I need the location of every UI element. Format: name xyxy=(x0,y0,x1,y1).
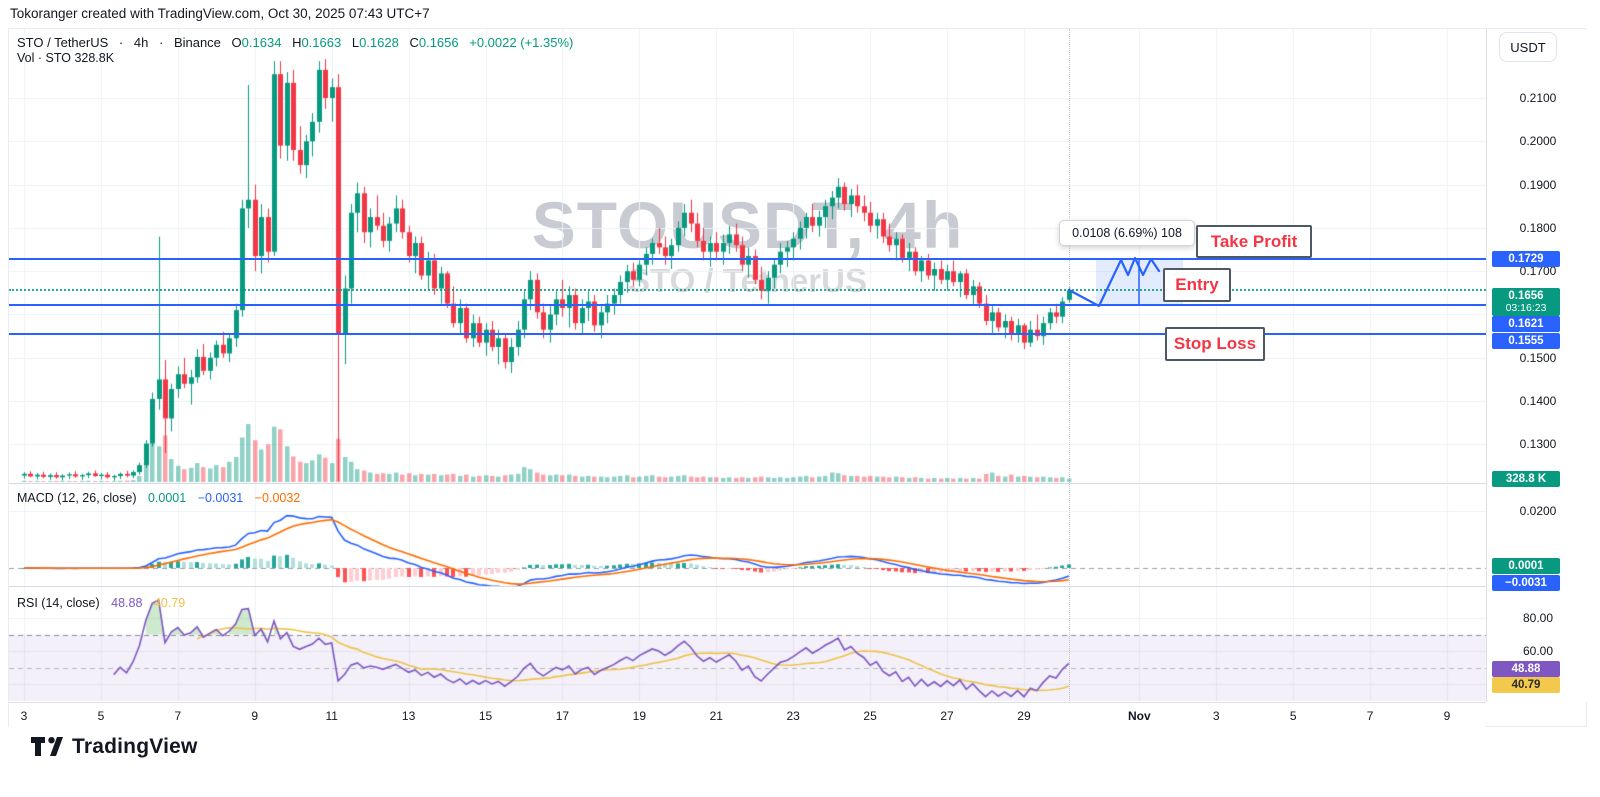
take-profit-line[interactable] xyxy=(9,257,1486,260)
time-tick: 3 xyxy=(20,709,28,723)
time-tick: 13 xyxy=(401,709,416,723)
price-tick: 0.1900 xyxy=(1519,177,1557,192)
axis-chip-tp: 0.1729 xyxy=(1492,250,1560,267)
price-tick: 0.2000 xyxy=(1519,134,1557,149)
open-label: O xyxy=(231,35,242,50)
time-tick: Nov xyxy=(1127,709,1151,723)
price-tick: 0.0200 xyxy=(1519,504,1557,518)
rsi-value: 48.88 xyxy=(111,596,143,610)
price-tick: 0.2100 xyxy=(1519,91,1557,105)
time-tick: 23 xyxy=(786,709,800,723)
price-axis[interactable]: USDT 0.2100 0.2000 0.1900 0.1800 0.1700 0.150… xyxy=(1486,29,1589,702)
chart-canvas[interactable] xyxy=(9,29,1486,701)
time-tick: 3 xyxy=(1212,709,1220,723)
measure-tooltip-text: 0.0108 (6.69%) 108 xyxy=(1072,226,1182,240)
time-tick: 11 xyxy=(325,709,338,723)
stop-loss-label[interactable]: Stop Loss xyxy=(1165,327,1265,361)
time-tick: 7 xyxy=(174,709,182,723)
pane-separator[interactable] xyxy=(9,586,1486,587)
price-tick: 80.00 xyxy=(1522,611,1554,625)
low-value: 0.1628 xyxy=(359,35,399,50)
price-tick: 0.1300 xyxy=(1519,437,1557,452)
take-profit-label[interactable]: Take Profit xyxy=(1196,225,1312,258)
chart-frame: STOUSDT, 4h STO / TetherUS STO / TetherU… xyxy=(8,28,1589,729)
rsi-ma-value: 40.79 xyxy=(153,596,186,610)
exchange-label: Binance xyxy=(173,35,221,50)
price-tick: 0.1400 xyxy=(1519,394,1557,409)
tradingview-brand-text: TradingView xyxy=(72,735,198,758)
time-tick: 9 xyxy=(1443,709,1451,723)
high-label: H xyxy=(292,35,302,50)
volume-label: Vol · STO xyxy=(17,51,71,65)
volume-legend[interactable]: Vol · STO 328.8K xyxy=(17,51,114,65)
low-label: L xyxy=(351,35,360,50)
axis-chip-macd-hist: 0.0001 xyxy=(1492,558,1560,574)
time-tick: 5 xyxy=(1289,709,1297,723)
time-tick: 29 xyxy=(1017,709,1031,723)
stop-loss-line[interactable] xyxy=(9,332,1486,335)
open-value: 0.1634 xyxy=(241,35,282,50)
macd-line-value: −0.0031 xyxy=(197,491,244,505)
price-tick: 0.1800 xyxy=(1519,220,1557,235)
legend-separator: · xyxy=(118,35,124,50)
entry-text: Entry xyxy=(1175,275,1219,294)
currency-toggle-button[interactable]: USDT xyxy=(1499,32,1557,62)
axis-chip-current: 0.1656 03:16:23 xyxy=(1492,288,1560,317)
time-tick: 9 xyxy=(251,709,259,723)
macd-indicator-legend[interactable]: MACD (12, 26, close) 0.0001 −0.0031 −0.0… xyxy=(17,491,300,505)
interval-label[interactable]: 4h xyxy=(133,35,149,50)
time-tick: 25 xyxy=(863,709,877,723)
close-label: C xyxy=(409,35,419,50)
time-tick: 5 xyxy=(97,709,105,723)
current-price-line xyxy=(9,289,1486,292)
time-tick: 17 xyxy=(555,709,570,723)
macd-title[interactable]: MACD (12, 26, close) xyxy=(17,491,137,505)
entry-label[interactable]: Entry xyxy=(1163,268,1231,302)
last-bar-vline xyxy=(1069,29,1070,701)
time-tick: 19 xyxy=(632,709,647,723)
take-profit-text: Take Profit xyxy=(1210,231,1298,251)
axis-chip-rsi-ma: 40.79 xyxy=(1492,677,1560,693)
change-value: +0.0022 (+1.35%) xyxy=(469,35,574,50)
price-tick: 0.1700 xyxy=(1519,264,1557,279)
symbol-title[interactable]: STO / TetherUS xyxy=(17,35,109,50)
axis-chip-entry: 0.1621 xyxy=(1492,316,1560,332)
price-tick: 60.00 xyxy=(1522,644,1554,659)
macd-signal-value: −0.0032 xyxy=(254,491,301,505)
tradingview-footer[interactable]: TradingView xyxy=(30,735,198,759)
entry-line[interactable] xyxy=(9,304,1486,307)
axis-chip-rsi: 48.88 xyxy=(1492,661,1560,677)
time-tick: 27 xyxy=(940,709,954,723)
currency-label: USDT xyxy=(1510,39,1546,55)
legend-separator: · xyxy=(158,35,164,50)
volume-value: 328.8K xyxy=(74,51,115,65)
attribution-text: Tokoranger created with TradingView.com,… xyxy=(10,6,430,21)
price-tick: 0.1500 xyxy=(1519,350,1557,365)
rsi-indicator-legend[interactable]: RSI (14, close) 48.88 40.79 xyxy=(17,596,185,610)
axis-chip-macd-line: −0.0031 xyxy=(1492,575,1560,591)
ohlc-legend[interactable]: STO / TetherUS · 4h · Binance O0.1634 H0… xyxy=(17,35,573,50)
pane-separator[interactable] xyxy=(9,483,1486,484)
close-value: 0.1656 xyxy=(418,35,459,50)
high-value: 0.1663 xyxy=(301,35,342,50)
time-tick: 15 xyxy=(478,709,493,723)
time-tick: 7 xyxy=(1366,709,1374,723)
axis-chip-sl: 0.1555 xyxy=(1492,333,1560,349)
tradingview-logo-icon xyxy=(31,737,63,756)
time-axis[interactable]: 3 5 7 9 11 13 15 17 19 21 23 25 27 29 Nov 3 5 7 9 xyxy=(9,702,1486,729)
axis-chip-volume: 328.8 K xyxy=(1492,471,1560,487)
macd-hist-value: 0.0001 xyxy=(147,491,187,505)
stop-loss-text: Stop Loss xyxy=(1173,334,1257,353)
time-tick: 21 xyxy=(709,709,723,723)
rsi-title[interactable]: RSI (14, close) xyxy=(17,596,100,610)
measure-tooltip: 0.0108 (6.69%) 108 xyxy=(1059,220,1195,246)
